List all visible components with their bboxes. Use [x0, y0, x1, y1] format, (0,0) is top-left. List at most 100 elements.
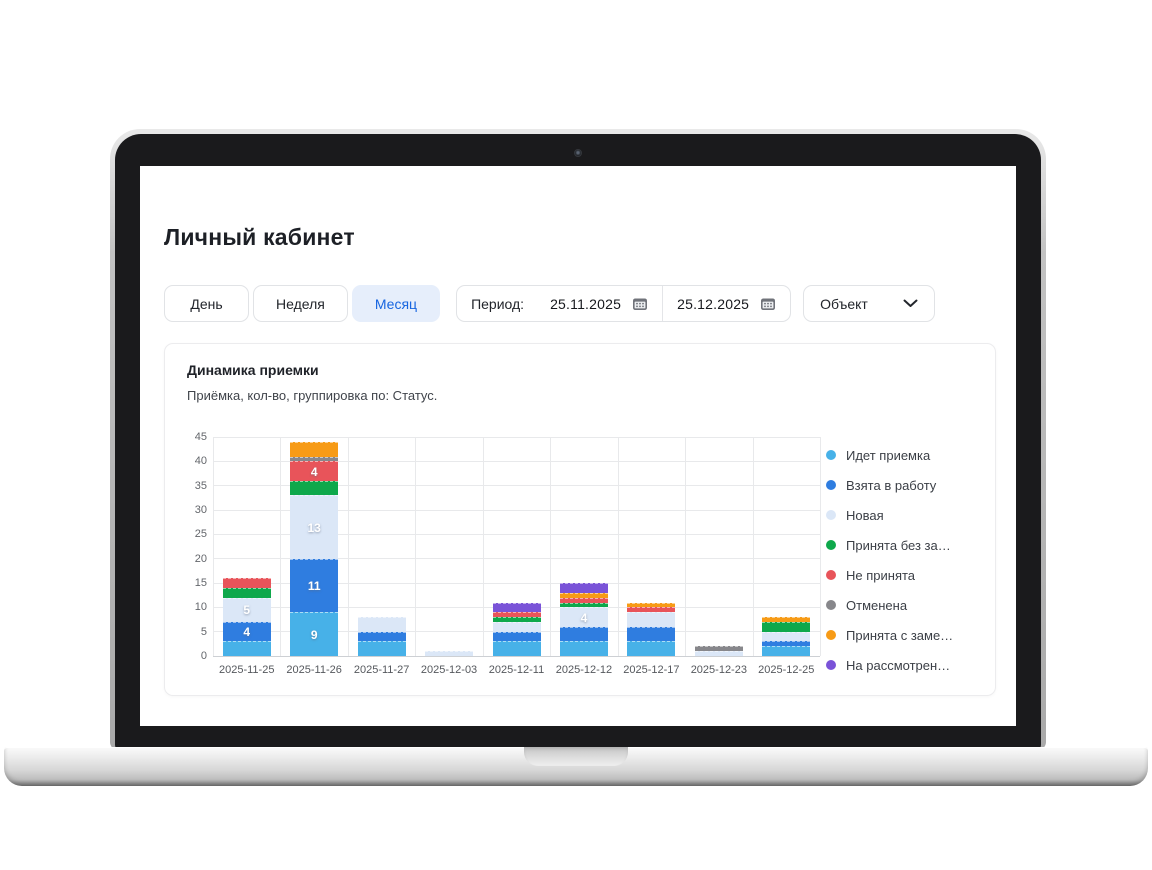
bar-segment[interactable] — [357, 641, 406, 656]
bar-segment[interactable] — [559, 626, 608, 642]
toolbar: День Неделя Месяц Период: 25.11.2025 — [164, 285, 936, 322]
gridline — [279, 437, 281, 656]
bar-segment[interactable] — [492, 621, 541, 632]
plot-area: 4 5 2025-11-25 9 11 13 4 2025-11-26 2025-11-27 20… — [212, 436, 821, 676]
bar-column — [492, 602, 541, 656]
gridline — [617, 437, 619, 656]
legend-dot-icon — [826, 510, 836, 520]
bar-segment[interactable] — [559, 583, 608, 593]
gridline — [819, 437, 821, 656]
bar-segment[interactable]: 11 — [290, 558, 339, 613]
legend-item[interactable]: Взята в работу — [826, 470, 953, 500]
legend-item[interactable]: Идет приемка — [826, 440, 953, 470]
y-tick-label: 20 — [194, 552, 207, 565]
bar-segment-label: 4 — [310, 464, 318, 479]
bar-segment[interactable] — [762, 621, 811, 632]
legend-item[interactable]: Новая — [826, 500, 953, 530]
period-control: Период: 25.11.2025 25.12.2025 — [456, 285, 792, 322]
laptop-base — [4, 747, 1148, 786]
gridline — [213, 655, 820, 657]
calendar-icon[interactable] — [632, 296, 648, 312]
gridline — [414, 437, 416, 656]
y-tick-label: 40 — [194, 455, 207, 468]
bar-segment[interactable] — [627, 641, 676, 656]
y-tick-label: 30 — [194, 504, 207, 516]
bar-segment[interactable] — [627, 602, 676, 608]
bar-segment[interactable] — [559, 592, 608, 598]
chart-title: Динамика приемки — [187, 362, 319, 378]
bar-segment[interactable] — [290, 456, 339, 462]
bar-segment[interactable]: 5 — [222, 597, 271, 622]
object-dropdown[interactable]: Объект — [803, 285, 936, 322]
bar-segment[interactable] — [627, 607, 676, 613]
legend-dot-icon — [826, 600, 836, 610]
bar-segment[interactable]: 4 — [559, 607, 608, 627]
tab-day[interactable]: День — [164, 285, 249, 322]
bar-segment[interactable] — [627, 626, 676, 642]
bar-segment[interactable] — [492, 617, 541, 622]
bar-segment[interactable] — [492, 641, 541, 656]
bar-segment[interactable] — [762, 641, 811, 647]
bar-segment[interactable] — [762, 617, 811, 622]
legend-item[interactable]: На рассмотрен… — [826, 650, 953, 680]
bar-segment[interactable] — [222, 641, 271, 656]
bar-segment[interactable]: 4 — [290, 461, 339, 481]
y-tick-label: 35 — [194, 479, 207, 492]
gridline — [212, 437, 214, 656]
legend-item[interactable]: Не принята — [826, 560, 953, 590]
legend-dot-icon — [826, 480, 836, 490]
tab-month[interactable]: Месяц — [351, 285, 441, 322]
legend-label: Не принята — [846, 567, 916, 583]
period-from-date[interactable]: 25.11.2025 — [550, 295, 622, 312]
bar-segment[interactable] — [290, 441, 339, 457]
y-tick-label: 5 — [200, 625, 207, 638]
bar-segment[interactable] — [357, 617, 406, 632]
legend-label: Отменена — [846, 597, 908, 613]
period-to-date[interactable]: 25.12.2025 — [677, 295, 750, 312]
bar-segment[interactable] — [627, 612, 676, 627]
bar-column — [762, 617, 811, 656]
bar-segment[interactable] — [762, 646, 811, 656]
bar-segment[interactable] — [492, 631, 541, 642]
laptop-frame: Личный кабинет День Неделя Месяц Период:… — [110, 129, 1046, 750]
bar-column: 9 11 13 4 — [290, 441, 339, 656]
legend-dot-icon — [826, 570, 836, 580]
bar-segment[interactable] — [694, 646, 743, 652]
bar-segment[interactable]: 9 — [290, 612, 339, 656]
page-title: Личный кабинет — [164, 224, 355, 250]
x-tick-label: 2025-12-12 — [555, 664, 613, 676]
bar-segment[interactable] — [425, 651, 474, 656]
bar-segment[interactable]: 4 — [222, 621, 271, 642]
bar-segment[interactable] — [222, 578, 271, 588]
legend-item[interactable]: Принята с заме… — [826, 620, 953, 650]
legend-label: Принята с заме… — [846, 627, 954, 643]
gridline — [213, 582, 820, 584]
bar-segment-label: 5 — [243, 603, 251, 618]
x-tick-label: 2025-12-03 — [420, 664, 478, 676]
bar-segment-label: 4 — [243, 625, 251, 640]
legend-item[interactable]: Отменена — [826, 590, 953, 620]
bar-segment[interactable] — [559, 597, 608, 603]
bar-segment[interactable] — [762, 631, 811, 642]
period-label: Период: — [471, 295, 525, 312]
bar-segment[interactable] — [357, 631, 406, 642]
legend-label: Взята в работу — [846, 477, 937, 493]
x-tick-label: 2025-12-11 — [488, 664, 545, 676]
tab-week[interactable]: Неделя — [253, 285, 348, 322]
bar-segment[interactable] — [559, 602, 608, 608]
webcam-icon — [574, 149, 582, 157]
calendar-icon[interactable] — [760, 296, 776, 312]
bar-segment[interactable] — [222, 587, 271, 598]
bar-segment[interactable] — [694, 651, 743, 656]
bar-segment[interactable]: 13 — [290, 495, 339, 559]
bar-segment[interactable] — [492, 612, 541, 618]
legend-item[interactable]: Принята без за… — [826, 530, 953, 560]
bar-segment-label: 4 — [580, 610, 588, 625]
y-axis: 0 5 10 15 20 25 30 35 40 45 — [165, 344, 209, 695]
gridline — [213, 558, 820, 560]
bar-segment[interactable] — [492, 602, 541, 613]
bar-segment[interactable] — [290, 480, 339, 496]
bar-column — [694, 646, 743, 656]
bar-segment[interactable] — [559, 641, 608, 656]
